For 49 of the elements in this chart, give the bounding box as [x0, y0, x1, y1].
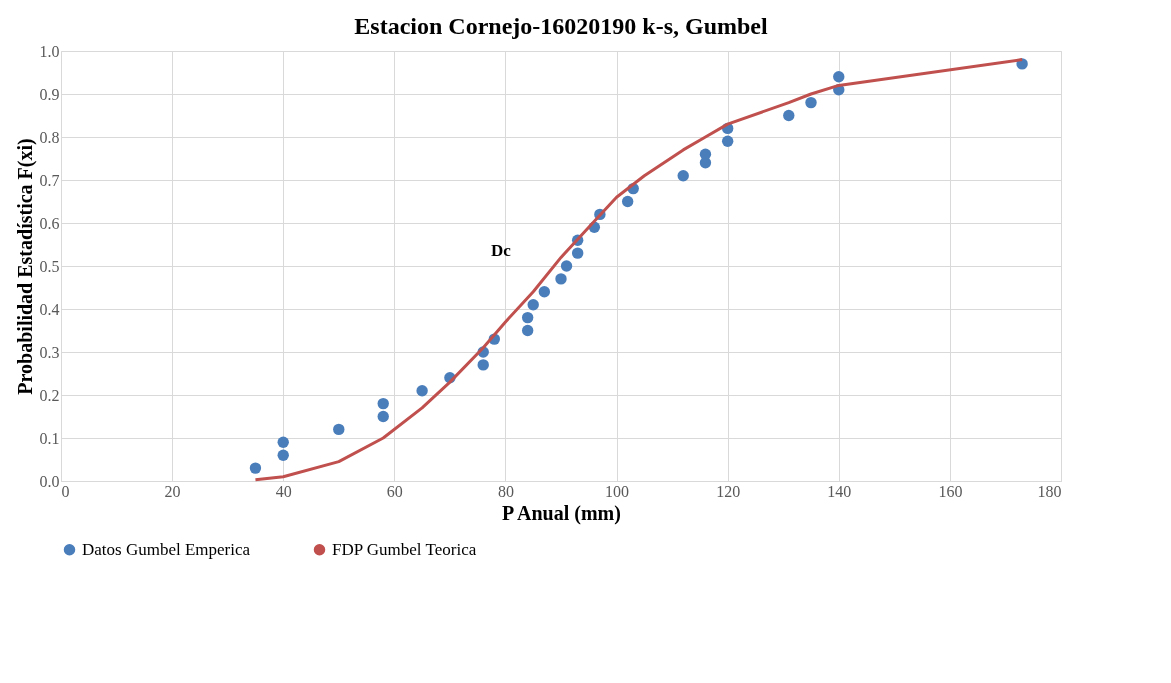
x-tick-label: 160	[938, 482, 963, 500]
y-tick-label: 0.5	[39, 257, 60, 275]
point	[333, 423, 345, 436]
y-tick-label: 1.0	[39, 42, 60, 60]
point	[783, 109, 795, 122]
point	[571, 247, 584, 259]
x-tick-label: 0	[61, 482, 70, 500]
x-tick-label: 120	[716, 482, 741, 500]
point	[521, 324, 534, 337]
annotation: Dc	[491, 241, 512, 260]
point	[527, 299, 539, 311]
x-tick-label: 60	[386, 482, 403, 500]
point	[521, 311, 534, 324]
point	[677, 170, 689, 182]
y-tick-label: 0.2	[39, 386, 60, 404]
point	[277, 436, 289, 448]
point	[249, 462, 262, 474]
point	[555, 273, 567, 285]
x-tick-label: 40	[275, 482, 292, 500]
point	[377, 397, 389, 410]
point	[699, 148, 712, 160]
y-tick-label: 0.1	[39, 429, 60, 447]
x-tick-label: 140	[827, 482, 852, 500]
y-tick-label: 0.4	[39, 300, 60, 318]
x-tick-label: 80	[497, 482, 514, 500]
y-tick-label: 0.6	[39, 214, 60, 232]
legend-label: FDP Gumbel Teorica	[332, 539, 477, 559]
point	[538, 286, 551, 298]
point	[377, 410, 389, 423]
legend-label: Datos Gumbel Emperica	[82, 539, 251, 559]
y-tick-label: 0.0	[39, 472, 60, 490]
point	[277, 449, 289, 461]
x-axis-title: P Anual (mm)	[502, 501, 621, 525]
y-tick-label: 0.9	[39, 85, 60, 103]
x-tick-label: 20	[164, 482, 181, 500]
point	[805, 96, 817, 109]
point	[560, 260, 573, 272]
point	[833, 71, 845, 83]
y-tick-label: 0.3	[39, 343, 60, 361]
point	[621, 195, 634, 208]
chart-title: Estacion Cornejo-16020190 k-s, Gumbel	[354, 13, 768, 39]
point	[477, 359, 489, 371]
x-tick-label: 100	[605, 482, 630, 500]
y-axis-title: Probabilidad Estadística F(xi)	[13, 138, 37, 395]
point	[721, 135, 734, 147]
x-tick-label: 180	[1037, 482, 1062, 500]
y-tick-label: 0.8	[39, 128, 60, 146]
y-tick-label: 0.7	[39, 171, 60, 189]
point	[416, 385, 428, 397]
